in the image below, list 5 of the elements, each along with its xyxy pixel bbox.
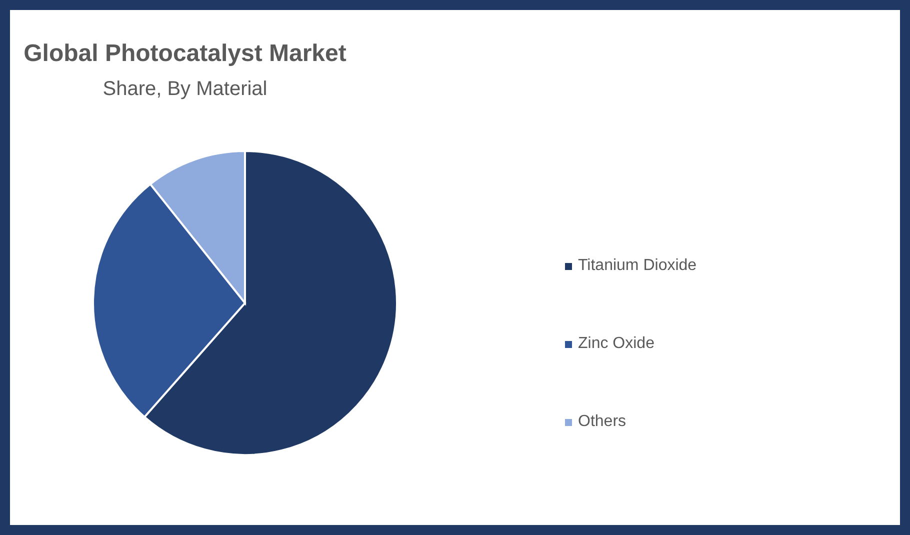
legend-label: Others	[578, 412, 626, 432]
legend-label: Zinc Oxide	[578, 334, 654, 354]
chart-subtitle: Share, By Material	[102, 78, 268, 101]
legend-label: Titanium Dioxide	[578, 256, 697, 276]
chart-title: Global Photocatalyst Market	[22, 40, 348, 68]
